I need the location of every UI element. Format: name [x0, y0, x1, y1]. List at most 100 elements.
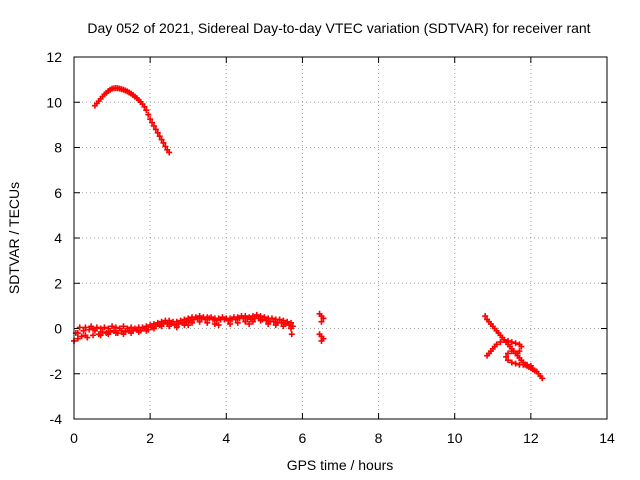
data-point — [505, 337, 512, 344]
data-point — [280, 323, 287, 330]
data-point — [175, 320, 182, 327]
y-axis-label: SDTVAR / TECUs — [6, 182, 22, 294]
data-point — [204, 319, 211, 326]
y-tick-label: 6 — [54, 185, 62, 201]
data-point — [101, 324, 108, 331]
data-point — [318, 337, 325, 344]
data-point — [508, 359, 515, 366]
grid — [74, 57, 607, 419]
data-point — [505, 350, 512, 357]
data-point — [97, 325, 104, 332]
y-tick-label: 10 — [46, 94, 62, 110]
data-point — [120, 323, 127, 330]
data-point — [253, 311, 260, 318]
data-point — [173, 324, 180, 331]
data-point — [284, 318, 291, 325]
data-point — [505, 357, 512, 364]
x-tick-label: 14 — [599, 430, 615, 446]
data-point — [109, 323, 116, 330]
data-point — [90, 332, 97, 339]
data-point — [156, 133, 163, 140]
data-point — [288, 319, 295, 326]
data-point — [242, 318, 249, 325]
data-point — [162, 143, 169, 150]
data-point — [272, 322, 279, 329]
x-tick-label: 8 — [375, 430, 383, 446]
data-point — [120, 331, 127, 338]
data-point — [166, 149, 173, 156]
data-point — [518, 343, 525, 350]
series-arc-4-late — [482, 313, 546, 382]
data-point — [501, 336, 508, 343]
y-tick-label: 8 — [54, 140, 62, 156]
series-arc-2-main — [71, 311, 296, 344]
data-point — [128, 330, 135, 337]
data-point — [288, 331, 295, 338]
data-point — [318, 318, 325, 325]
data-point — [185, 322, 192, 329]
data-point — [76, 324, 83, 331]
data-point — [268, 315, 275, 322]
data-point — [527, 362, 534, 369]
data-point — [154, 129, 161, 136]
data-point — [512, 340, 519, 347]
data-point — [118, 327, 125, 334]
x-tick-label: 6 — [299, 430, 307, 446]
series-arc-1-high — [91, 84, 173, 156]
data-point — [508, 339, 515, 346]
x-tick-label: 2 — [146, 430, 154, 446]
data-point — [78, 333, 85, 340]
plot-frame — [73, 56, 608, 420]
data-point — [508, 348, 515, 355]
data-point — [150, 325, 157, 332]
data-point — [539, 375, 546, 382]
data-points — [71, 84, 546, 382]
data-point — [503, 353, 510, 360]
data-point — [280, 317, 287, 324]
data-point — [135, 328, 142, 335]
axis-ticks: 0 2 4 6 8 10 12 14 -4 -2 0 2 4 6 8 10 12 — [46, 49, 615, 446]
data-point — [160, 139, 167, 146]
x-tick-label: 10 — [447, 430, 463, 446]
series-arc-3-mid — [316, 310, 327, 344]
x-tick-label: 0 — [70, 430, 78, 446]
data-point — [147, 116, 154, 123]
data-point — [86, 326, 93, 333]
data-point — [196, 318, 203, 325]
data-point — [158, 323, 165, 330]
y-tick-label: 2 — [54, 275, 62, 291]
data-point — [158, 136, 165, 143]
data-point — [249, 318, 256, 325]
y-tick-label: 4 — [54, 230, 62, 246]
data-point — [90, 325, 97, 332]
data-point — [93, 324, 100, 331]
data-point — [246, 320, 253, 327]
data-point — [80, 327, 87, 334]
data-point — [512, 360, 519, 367]
data-point — [320, 315, 327, 322]
data-point — [524, 361, 531, 368]
data-point — [482, 313, 489, 320]
data-point — [227, 320, 234, 327]
data-point — [265, 320, 272, 327]
data-point — [143, 327, 150, 334]
x-tick-label: 12 — [523, 430, 539, 446]
y-tick-label: 12 — [46, 49, 62, 65]
data-point — [493, 341, 500, 348]
data-point — [105, 325, 112, 332]
data-point — [82, 324, 89, 331]
data-point — [215, 322, 222, 329]
data-point — [128, 324, 135, 331]
data-point — [141, 103, 148, 110]
data-point — [152, 126, 159, 133]
y-tick-label: 0 — [54, 321, 62, 337]
data-point — [189, 319, 196, 326]
data-point — [234, 319, 241, 326]
data-point — [74, 330, 81, 337]
data-point — [145, 111, 152, 118]
data-point — [166, 317, 173, 324]
data-point — [497, 339, 504, 346]
data-point — [211, 320, 218, 327]
